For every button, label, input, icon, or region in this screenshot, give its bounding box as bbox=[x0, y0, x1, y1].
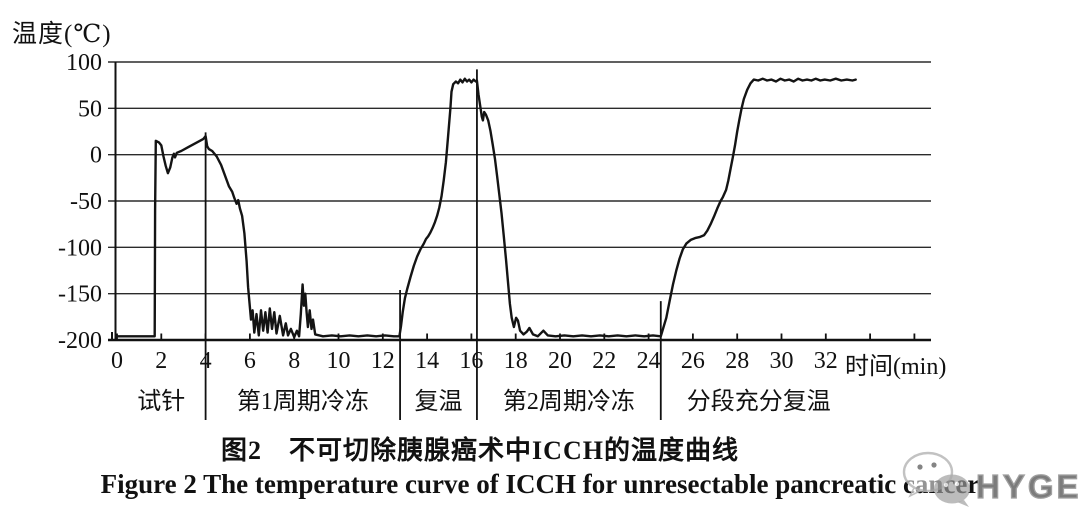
gridlines bbox=[108, 61, 931, 295]
x-tick-label: 32 bbox=[814, 348, 838, 374]
y-tick-label: -50 bbox=[70, 189, 102, 215]
phase-label: 试针 bbox=[137, 388, 185, 415]
x-tick-label: 6 bbox=[244, 348, 256, 374]
phase-label: 复温 bbox=[415, 388, 463, 415]
watermark: HYGEA bbox=[902, 451, 1078, 507]
y-tick-label: 50 bbox=[78, 96, 102, 122]
figure-caption-en: Figure 2 The temperature curve of ICCH f… bbox=[100, 469, 980, 499]
phase-label: 第2周期冷冻 bbox=[503, 388, 635, 415]
x-tick-label: 30 bbox=[770, 348, 794, 374]
x-tick-label: 2 bbox=[155, 348, 167, 374]
phase-dividers bbox=[204, 69, 662, 420]
phase-label: 第1周期冷冻 bbox=[237, 388, 369, 415]
y-axis-title: 温度(℃) bbox=[12, 21, 112, 48]
temperature-chart: 100500-50-100-150-2000246810121416182022… bbox=[58, 50, 931, 420]
y-tick-label: 100 bbox=[66, 50, 102, 76]
x-tick-label: 16 bbox=[459, 348, 483, 374]
x-tick-label: 28 bbox=[725, 348, 749, 374]
x-tick-label: 20 bbox=[548, 348, 572, 374]
x-tick-label: 12 bbox=[371, 348, 395, 374]
y-tick-label: 0 bbox=[90, 143, 102, 169]
y-tick-label: -100 bbox=[58, 235, 102, 261]
x-tick-label: 18 bbox=[504, 348, 528, 374]
x-tick-label: 0 bbox=[111, 348, 123, 374]
x-axis-title: 时间(min) bbox=[845, 354, 947, 380]
x-tick-label: 10 bbox=[327, 348, 351, 374]
figure-caption-cn: 图2 不可切除胰腺癌术中ICCH的温度曲线 bbox=[221, 436, 739, 465]
x-tick-label: 22 bbox=[592, 348, 616, 374]
x-tick-label: 8 bbox=[288, 348, 300, 374]
phase-labels: 试针 第1周期冷冻 复温 第2周期冷冻 分段充分复温 bbox=[137, 388, 830, 415]
y-tick-label: -200 bbox=[58, 328, 102, 354]
temperature-curve bbox=[115, 77, 857, 339]
axes bbox=[108, 62, 931, 342]
tick-labels: 100500-50-100-150-2000246810121416182022… bbox=[58, 50, 838, 374]
watermark-text: HYGEA bbox=[976, 468, 1078, 505]
x-tick-label: 14 bbox=[415, 348, 439, 374]
x-tick-label: 26 bbox=[681, 348, 705, 374]
x-tick-label: 24 bbox=[637, 348, 661, 374]
phase-label: 分段充分复温 bbox=[687, 388, 831, 415]
wechat-icon bbox=[902, 451, 970, 507]
y-tick-label: -150 bbox=[58, 282, 102, 308]
